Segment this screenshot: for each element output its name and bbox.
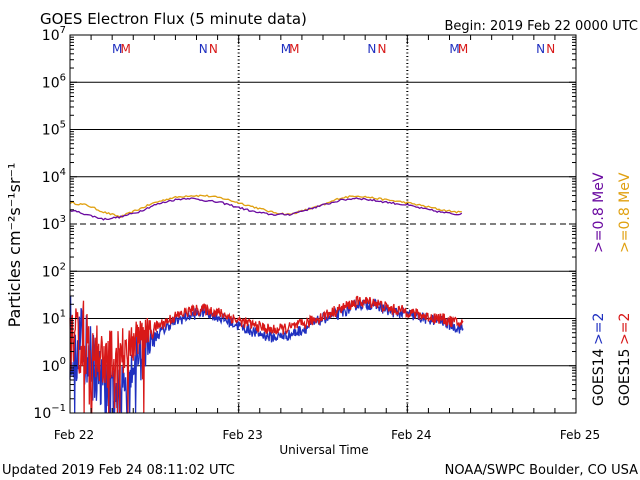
- y-tick-label: 107: [42, 25, 66, 44]
- y-tick-label: 102: [42, 261, 66, 280]
- satellite-marker: N: [378, 42, 387, 56]
- satellite-marker: M: [289, 42, 299, 56]
- satellite-marker: N: [536, 42, 545, 56]
- satellite-marker: M: [112, 42, 122, 56]
- legend-goes15-label: GOES15: [617, 349, 633, 406]
- legend-goes14-label: GOES14: [591, 348, 607, 406]
- satellite-marker: N: [199, 42, 208, 56]
- satellite-marker: M: [281, 42, 291, 56]
- series-line-0: [69, 194, 462, 219]
- y-tick-label: 106: [42, 72, 66, 91]
- satellite-markers: MM N N MM N N MM N N: [112, 42, 555, 56]
- series-line-2: [69, 296, 464, 414]
- legend: GOES14 >=2 >=0.8 MeV GOES15 >=2 >=0.8 MeV: [591, 172, 633, 406]
- series-line-3: [69, 295, 464, 414]
- x-tick-label: Feb 25: [560, 428, 600, 442]
- legend-goes14-2mev: >=2: [591, 313, 607, 345]
- legend-goes15-08mev: >=0.8 MeV: [617, 172, 633, 253]
- credit-label: NOAA/SWPC Boulder, CO USA: [445, 463, 638, 478]
- legend-goes14-08mev: >=0.8 MeV: [591, 172, 607, 253]
- x-tick-label: Feb 22: [54, 428, 94, 442]
- satellite-marker: N: [367, 42, 376, 56]
- y-axis-label: Particles cm⁻²s⁻¹sr⁻¹: [5, 163, 24, 328]
- satellite-marker: N: [546, 42, 555, 56]
- satellite-marker: M: [458, 42, 468, 56]
- grid-lines: [70, 35, 576, 413]
- axes-layer: 10−1 100 101 102 103 104 105 106 107 Feb 22 Feb 23…: [33, 25, 600, 442]
- begin-date-label: Begin: 2019 Feb 22 0000 UTC: [444, 19, 638, 34]
- satellite-marker: N: [209, 42, 218, 56]
- y-tick-label: 10−1: [33, 403, 66, 422]
- series-line-1: [69, 197, 463, 221]
- updated-timestamp: Updated 2019 Feb 24 08:11:02 UTC: [2, 463, 235, 478]
- y-tick-label: 100: [42, 356, 66, 375]
- y-tick-label: 101: [42, 309, 66, 328]
- y-tick-label: 105: [42, 120, 66, 139]
- y-tick-label: 103: [42, 214, 66, 233]
- legend-goes15-2mev: >=2: [617, 313, 633, 345]
- data-series-layer: [69, 194, 464, 414]
- satellite-marker: M: [120, 42, 130, 56]
- x-tick-label: Feb 24: [391, 428, 431, 442]
- satellite-marker: M: [449, 42, 459, 56]
- y-tick-label: 104: [42, 167, 66, 186]
- chart-title: GOES Electron Flux (5 minute data): [40, 10, 307, 28]
- x-tick-label: Feb 23: [222, 428, 262, 442]
- x-axis-label: Universal Time: [279, 443, 368, 457]
